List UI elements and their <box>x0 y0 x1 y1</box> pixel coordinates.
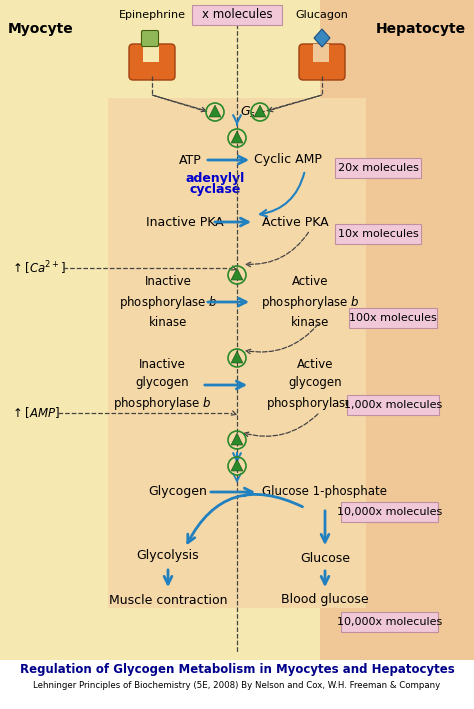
FancyBboxPatch shape <box>142 30 158 47</box>
Polygon shape <box>231 268 243 280</box>
Text: Glucose 1-phosphate: Glucose 1-phosphate <box>263 486 388 498</box>
Polygon shape <box>231 459 243 471</box>
Bar <box>313 44 329 62</box>
Text: Regulation of Glycogen Metabolism in Myocytes and Hepatocytes: Regulation of Glycogen Metabolism in Myo… <box>19 664 455 676</box>
Text: 10x molecules: 10x molecules <box>337 229 419 239</box>
Text: 20x molecules: 20x molecules <box>337 163 419 173</box>
Bar <box>108 98 366 608</box>
Text: x molecules: x molecules <box>202 9 272 21</box>
Text: Glycogen: Glycogen <box>148 486 208 498</box>
Bar <box>143 44 159 62</box>
Polygon shape <box>231 433 243 445</box>
Text: $\uparrow[AMP]$: $\uparrow[AMP]$ <box>10 406 60 420</box>
Text: 1,000x molecules: 1,000x molecules <box>344 400 442 410</box>
Text: 10,000x molecules: 10,000x molecules <box>337 617 443 627</box>
FancyBboxPatch shape <box>341 502 438 522</box>
FancyBboxPatch shape <box>335 224 421 244</box>
Bar <box>0 660 474 709</box>
FancyBboxPatch shape <box>347 395 439 415</box>
Text: Glucose: Glucose <box>300 552 350 564</box>
FancyBboxPatch shape <box>349 308 437 328</box>
Text: Blood glucose: Blood glucose <box>281 593 369 606</box>
FancyBboxPatch shape <box>129 44 175 80</box>
FancyBboxPatch shape <box>341 612 438 632</box>
Text: Cyclic AMP: Cyclic AMP <box>254 154 322 167</box>
Text: 100x molecules: 100x molecules <box>349 313 437 323</box>
Polygon shape <box>231 131 243 143</box>
Polygon shape <box>209 105 221 117</box>
Text: Hepatocyte: Hepatocyte <box>376 22 466 36</box>
Text: Active
glycogen
phosphorylase $a$: Active glycogen phosphorylase $a$ <box>266 358 364 412</box>
Text: Epinephrine: Epinephrine <box>118 10 185 20</box>
Text: Active
phosphorylase $b$
kinase: Active phosphorylase $b$ kinase <box>261 275 359 329</box>
Text: ATP: ATP <box>179 154 201 167</box>
FancyBboxPatch shape <box>192 5 282 25</box>
Text: Muscle contraction: Muscle contraction <box>109 593 227 606</box>
Text: Active PKA: Active PKA <box>262 216 328 228</box>
Text: Glucagon: Glucagon <box>296 10 348 20</box>
Text: cyclase: cyclase <box>189 183 241 196</box>
FancyBboxPatch shape <box>299 44 345 80</box>
Polygon shape <box>254 105 266 117</box>
FancyBboxPatch shape <box>335 158 421 178</box>
Text: Lehninger Principles of Biochemistry (5E, 2008) By Nelson and Cox, W.H. Freeman : Lehninger Principles of Biochemistry (5E… <box>33 681 441 689</box>
Text: Glycolysis: Glycolysis <box>137 549 199 562</box>
Polygon shape <box>314 29 330 47</box>
Text: $\uparrow[Ca^{2+}]$: $\uparrow[Ca^{2+}]$ <box>10 259 66 277</box>
Text: 10,000x molecules: 10,000x molecules <box>337 507 443 517</box>
Text: Inactive
phosphorylase $b$
kinase: Inactive phosphorylase $b$ kinase <box>118 275 217 329</box>
Text: adenylyl: adenylyl <box>185 172 245 185</box>
Text: Inactive PKA: Inactive PKA <box>146 216 224 228</box>
Text: $G_{s\alpha}$: $G_{s\alpha}$ <box>240 104 262 120</box>
Text: Myocyte: Myocyte <box>8 22 74 36</box>
Polygon shape <box>231 351 243 363</box>
Bar <box>320 0 474 660</box>
Text: Inactive
glycogen
phosphorylase $b$: Inactive glycogen phosphorylase $b$ <box>113 358 211 412</box>
